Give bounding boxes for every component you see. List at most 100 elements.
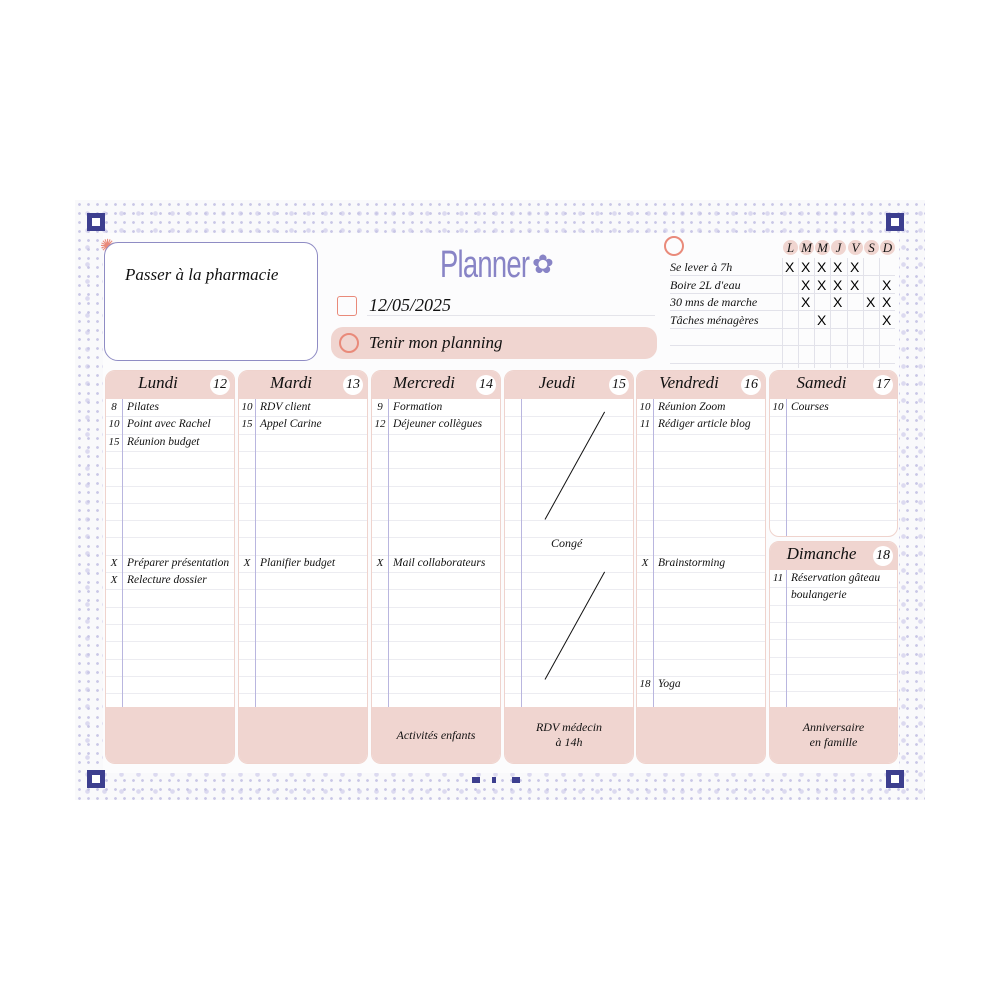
date-underline xyxy=(367,315,655,316)
entry-time: 15 xyxy=(241,418,253,431)
day-column-mardi[interactable]: Mardi 13 10 RDV client 15 Appel Carine X Planif… xyxy=(238,370,368,764)
tracker-column-line xyxy=(830,258,831,368)
habit-check-mark[interactable]: X xyxy=(882,294,892,310)
habit-check-mark[interactable]: X xyxy=(801,276,811,293)
habit-check-mark[interactable]: X xyxy=(833,294,843,310)
tracker-row-line xyxy=(670,292,895,294)
entry-text[interactable]: Rédiger article blog xyxy=(658,418,751,431)
day-number: 15 xyxy=(609,375,629,395)
corner-mark-icon xyxy=(886,213,904,231)
entry-time: X xyxy=(376,556,384,569)
ruled-line xyxy=(770,639,897,641)
habit-check-mark[interactable]: X xyxy=(882,276,892,293)
margin-line xyxy=(521,399,522,707)
habit-check-mark[interactable]: X xyxy=(850,259,860,275)
entry-text[interactable]: Réunion Zoom xyxy=(658,401,726,413)
habit-check-mark[interactable]: X xyxy=(817,259,827,275)
ruled-line xyxy=(770,656,897,658)
day-column-mercredi[interactable]: Mercredi 14 9 Formation 12 Déjeuner collègues… xyxy=(371,370,501,764)
tracker-column-line xyxy=(879,258,880,368)
ruled-line xyxy=(372,589,500,591)
day-column-vendredi[interactable]: Vendredi 16 10 Réunion Zoom 11 Rédiger articl… xyxy=(636,370,766,764)
habit-check-mark[interactable]: X xyxy=(785,259,795,275)
entry-text[interactable]: RDV client xyxy=(260,401,311,413)
day-footer-note[interactable] xyxy=(239,707,367,763)
ruled-line xyxy=(239,537,367,539)
note-box[interactable]: Passer à la pharmacie xyxy=(104,242,318,361)
day-name: Jeudi xyxy=(538,373,576,392)
habit-check-mark[interactable]: X xyxy=(833,276,843,293)
day-name: Mardi xyxy=(270,373,312,392)
ruled-line xyxy=(372,641,500,643)
day-number: 13 xyxy=(343,375,363,395)
entry-text[interactable]: Réunion budget xyxy=(127,435,200,448)
ruled-line xyxy=(505,416,633,418)
habit-check-mark[interactable]: X xyxy=(817,276,827,293)
entry-text[interactable]: Mail collaborateurs xyxy=(393,556,486,569)
entry-text[interactable]: Appel Carine xyxy=(260,418,322,431)
day-footer-note[interactable]: Activités enfants xyxy=(372,707,500,763)
entry-text[interactable]: Préparer présentation xyxy=(127,556,230,569)
ruled-line xyxy=(372,502,500,504)
day-column-dimanche[interactable]: Dimanche 18 11 Réservation gâteau boulangeri… xyxy=(769,541,898,764)
day-name: Dimanche xyxy=(786,544,857,563)
ruled-line xyxy=(239,468,367,470)
ruled-line xyxy=(372,554,500,556)
habit-check-mark[interactable]: X xyxy=(866,294,876,310)
corner-mark-icon xyxy=(87,770,105,788)
ruled-line xyxy=(106,520,234,522)
entry-time: 9 xyxy=(377,401,383,413)
day-column-lundi[interactable]: Lundi 12 8 Pilates 10 Point avec Rachel 15 Réun… xyxy=(105,370,235,764)
ruled-line xyxy=(106,554,234,556)
ruled-line xyxy=(106,416,234,418)
tracker-row-line xyxy=(670,310,895,311)
magnifier-check-icon xyxy=(664,236,684,256)
ruled-line xyxy=(637,572,765,573)
habit-check-mark[interactable]: X xyxy=(850,276,860,293)
goal-box[interactable]: Tenir mon planning xyxy=(331,327,657,359)
ruled-line xyxy=(239,589,367,591)
habit-check-mark[interactable]: X xyxy=(801,259,811,275)
ruled-line xyxy=(106,537,234,539)
entry-time: 11 xyxy=(772,572,784,584)
ruled-line xyxy=(637,416,765,418)
day-footer-note[interactable]: RDV médecin à 14h xyxy=(505,707,633,763)
ruled-line xyxy=(505,433,633,435)
entry-text[interactable]: Courses xyxy=(791,401,829,413)
date-field[interactable]: 12/05/2025 xyxy=(369,295,452,315)
ruled-line xyxy=(770,502,897,504)
day-column-jeudi[interactable]: Jeudi 15 Congé RDV médecin à 14h xyxy=(504,370,634,764)
day-footer-note[interactable] xyxy=(637,707,765,763)
entry-text[interactable]: Point avec Rachel xyxy=(127,418,211,431)
entry-text[interactable]: Brainstorming xyxy=(658,556,726,569)
ruled-line xyxy=(239,572,367,573)
tracker-row-line xyxy=(670,275,895,276)
habit-check-mark[interactable]: X xyxy=(801,294,811,310)
habit-check-mark[interactable]: X xyxy=(817,311,827,328)
tracker-day-header: V xyxy=(848,240,863,255)
entry-text[interactable]: Relecture dossier xyxy=(127,574,207,586)
entry-text[interactable]: Yoga xyxy=(658,677,681,690)
ruled-line xyxy=(505,554,633,556)
day-footer-note[interactable]: Anniversaire en famille xyxy=(770,707,897,763)
marker-dot xyxy=(472,777,480,783)
entry-text[interactable]: Réservation gâteau xyxy=(791,572,881,584)
entry-text[interactable]: Planifier budget xyxy=(260,556,336,569)
ruled-line xyxy=(770,520,897,522)
entry-text[interactable]: boulangerie xyxy=(791,589,847,602)
habit-check-mark[interactable]: X xyxy=(833,259,843,275)
entry-text[interactable]: Déjeuner collègues xyxy=(393,418,483,431)
day-off-label: Congé xyxy=(551,536,583,550)
day-footer-note[interactable] xyxy=(106,707,234,763)
day-column-samedi[interactable]: Samedi 17 10 Courses xyxy=(769,370,898,537)
calendar-icon xyxy=(337,296,357,316)
entry-text[interactable]: Pilates xyxy=(127,401,159,413)
tracker-day-header: M xyxy=(799,240,814,255)
ruled-line xyxy=(372,675,500,677)
ruled-line xyxy=(372,520,500,522)
ruled-line xyxy=(239,520,367,522)
habit-check-mark[interactable]: X xyxy=(882,311,892,328)
entry-text[interactable]: Formation xyxy=(393,401,443,413)
ruled-line xyxy=(106,693,234,695)
tracker-day-header: L xyxy=(783,240,798,255)
